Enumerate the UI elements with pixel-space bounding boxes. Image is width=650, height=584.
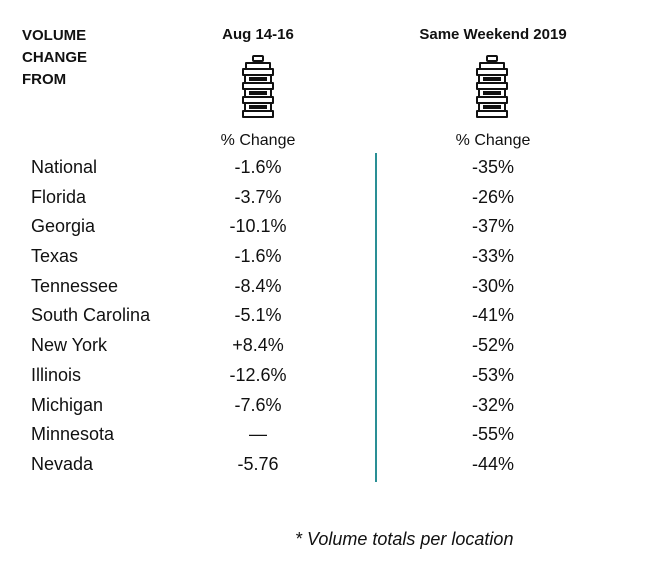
- table-row: Texas -1.6% -33%: [0, 242, 650, 272]
- state-name: Tennessee: [31, 275, 119, 296]
- table-row: Minnesota — -55%: [0, 420, 650, 450]
- table-row: Illinois -12.6% -53%: [0, 361, 650, 391]
- prior-change-value: -26%: [471, 186, 515, 207]
- aug-change-value: -5.76: [237, 453, 279, 474]
- beer-keg-icon: [476, 55, 508, 118]
- beer-keg-icon: [242, 55, 274, 118]
- column-title-aug: Aug 14-16: [222, 26, 294, 43]
- aug-change-value: -7.6%: [234, 394, 282, 415]
- aug-change-value: -3.7%: [234, 186, 282, 207]
- prior-change-value: -41%: [471, 305, 515, 326]
- state-name: Minnesota: [31, 424, 115, 445]
- corner-label: VOLUME CHANGE FROM: [22, 27, 88, 88]
- prior-change-value: -35%: [471, 157, 515, 177]
- column-subtitle-2019: % Change: [455, 132, 531, 149]
- state-name: New York: [31, 335, 108, 356]
- state-name: Florida: [31, 186, 87, 207]
- column-divider: [375, 153, 377, 482]
- footnote: * Volume totals per location: [295, 529, 514, 549]
- table-row: Michigan -7.6% -32%: [0, 391, 650, 421]
- prior-change-value: -32%: [471, 394, 515, 415]
- aug-change-value: +8.4%: [232, 335, 284, 356]
- prior-change-value: -52%: [471, 335, 515, 356]
- prior-change-value: -33%: [471, 246, 515, 267]
- table-row: Georgia -10.1% -37%: [0, 212, 650, 242]
- prior-change-value: -55%: [471, 424, 515, 445]
- table-row: Tennessee -8.4% -30%: [0, 272, 650, 302]
- prior-change-value: -53%: [471, 364, 515, 385]
- state-name: South Carolina: [31, 305, 151, 326]
- prior-change-value: -30%: [471, 275, 515, 296]
- state-name: Texas: [31, 246, 79, 267]
- aug-change-value: -1.6%: [234, 157, 282, 177]
- state-name: National: [31, 157, 98, 177]
- state-name: Michigan: [31, 394, 104, 415]
- table-row: Florida -3.7% -26%: [0, 183, 650, 213]
- prior-change-value: -44%: [471, 453, 515, 474]
- state-name: Nevada: [31, 453, 94, 474]
- aug-change-value: —: [249, 424, 267, 445]
- table-row: National -1.6% -35%: [0, 153, 650, 183]
- table-row: South Carolina -5.1% -41%: [0, 301, 650, 331]
- state-name: Illinois: [31, 364, 82, 385]
- column-subtitle-aug: % Change: [220, 132, 296, 149]
- aug-change-value: -12.6%: [229, 364, 287, 385]
- column-title-2019: Same Weekend 2019: [419, 26, 567, 43]
- aug-change-value: -1.6%: [234, 246, 282, 267]
- state-name: Georgia: [31, 216, 96, 237]
- table-row: New York +8.4% -52%: [0, 331, 650, 361]
- aug-change-value: -10.1%: [229, 216, 287, 237]
- table-row: Nevada -5.76 -44%: [0, 450, 650, 480]
- aug-change-value: -8.4%: [234, 275, 282, 296]
- aug-change-value: -5.1%: [234, 305, 282, 326]
- prior-change-value: -37%: [471, 216, 515, 237]
- table-body: National -1.6% -35% Florida -3.7% -26% G…: [0, 153, 650, 480]
